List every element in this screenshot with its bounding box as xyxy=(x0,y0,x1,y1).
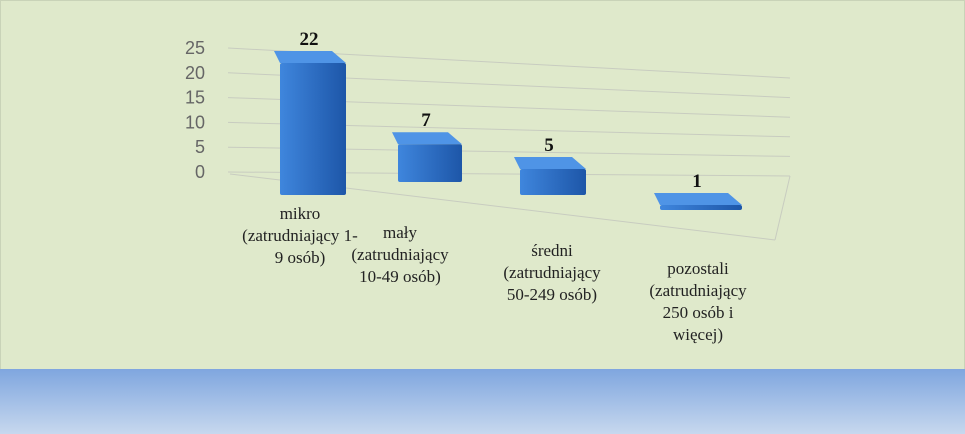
value-label: 7 xyxy=(421,110,431,131)
value-label: 1 xyxy=(692,171,702,192)
bar-top xyxy=(654,193,742,205)
y-tick-label: 20 xyxy=(185,63,205,83)
bar xyxy=(520,169,586,195)
bar xyxy=(660,205,742,210)
footer-band xyxy=(0,369,965,434)
bar xyxy=(398,144,462,182)
x-tick-label: średni (zatrudniający 50-249 osób) xyxy=(503,241,601,304)
y-tick-label: 0 xyxy=(195,162,205,182)
y-tick-label: 15 xyxy=(185,88,205,108)
y-tick-label: 25 xyxy=(185,38,205,58)
x-tick-label: mały (zatrudniający 10-49 osób) xyxy=(351,223,449,286)
value-label: 22 xyxy=(300,29,319,50)
bar xyxy=(280,63,346,195)
x-tick-label: pozostali (zatrudniający 250 osób i więc… xyxy=(649,259,747,344)
x-tick-label: mikro (zatrudniający 1-9 osób) xyxy=(242,204,358,267)
floor-side xyxy=(774,175,791,241)
y-tick-label: 5 xyxy=(195,137,205,157)
value-label: 5 xyxy=(544,135,554,156)
y-tick-label: 10 xyxy=(185,112,205,132)
bar-top xyxy=(392,132,462,145)
bar-top xyxy=(274,51,346,63)
bar-top xyxy=(514,157,586,169)
